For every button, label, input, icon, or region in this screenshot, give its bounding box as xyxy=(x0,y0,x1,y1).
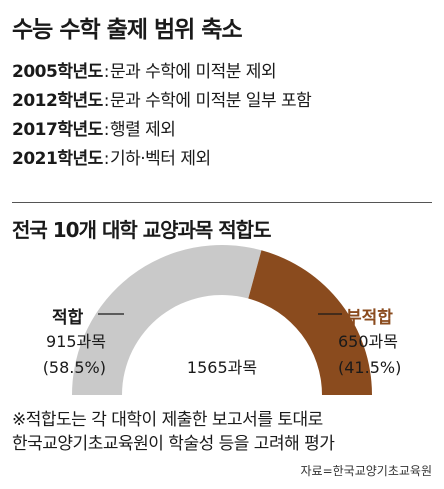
history-year: 2012학년도 xyxy=(12,91,103,111)
history-detail: 행렬 제외 xyxy=(109,120,176,140)
history-row: 2021학년도:기하·벡터 제외 xyxy=(12,145,311,174)
footnote: ※적합도는 각 대학이 제출한 보고서를 토대로 한국교양기초교육원이 학술성 … xyxy=(12,408,335,456)
history-detail: 문과 수학에 미적분 일부 포함 xyxy=(109,91,312,111)
slice-label-unfit: 부적합 xyxy=(346,308,393,328)
history-detail: 문과 수학에 미적분 제외 xyxy=(109,62,277,82)
unfit-values: 650과목 (41.5%) xyxy=(338,329,438,381)
footnote-line: 한국교양기초교육원이 학술성 등을 고려해 평가 xyxy=(12,434,335,454)
unfit-percent: (41.5%) xyxy=(338,358,402,377)
source-credit: 자료=한국교양기초교육원 xyxy=(300,464,433,478)
gauge-slice-unfit xyxy=(248,250,372,395)
section-divider xyxy=(12,202,432,203)
total-count: 1565과목 xyxy=(186,358,258,377)
history-separator: : xyxy=(103,120,110,140)
history-year: 2005학년도 xyxy=(12,62,103,82)
fit-count: 915과목 xyxy=(46,332,106,351)
history-separator: : xyxy=(103,91,110,111)
fit-percent: (58.5%) xyxy=(42,358,106,377)
history-row: 2012학년도:문과 수학에 미적분 일부 포함 xyxy=(12,87,312,116)
page-title: 수능 수학 출제 범위 축소 xyxy=(12,17,243,43)
history-separator: : xyxy=(103,62,110,82)
history-list: 2005학년도:문과 수학에 미적분 제외 2012학년도:문과 수학에 미적분… xyxy=(12,58,312,174)
history-detail: 기하·벡터 제외 xyxy=(109,149,211,169)
slice-label-fit: 적합 xyxy=(52,308,84,328)
history-year: 2021학년도 xyxy=(12,149,103,169)
history-year: 2017학년도 xyxy=(12,120,103,140)
history-separator: : xyxy=(103,149,110,169)
history-row: 2005학년도:문과 수학에 미적분 제외 xyxy=(12,58,311,87)
gauge-slice-fit xyxy=(72,244,262,395)
unfit-count: 650과목 xyxy=(338,332,398,351)
fit-values: 915과목 (58.5%) xyxy=(14,329,106,381)
history-row: 2017학년도:행렬 제외 xyxy=(12,116,311,145)
footnote-line: ※적합도는 각 대학이 제출한 보고서를 토대로 xyxy=(12,410,323,430)
chart-title: 전국 10개 대학 교양과목 적합도 xyxy=(12,218,271,242)
